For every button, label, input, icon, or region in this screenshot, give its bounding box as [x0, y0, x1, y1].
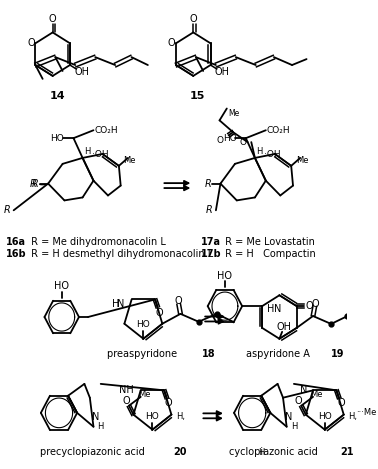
Text: precyclopiazonic acid: precyclopiazonic acid: [40, 447, 147, 457]
Text: Me: Me: [310, 390, 323, 400]
Text: H: H: [256, 146, 263, 156]
Text: preaspyridone: preaspyridone: [107, 348, 180, 359]
Text: CO₂H: CO₂H: [94, 126, 118, 135]
Text: 20: 20: [173, 447, 187, 457]
Text: N: N: [274, 304, 281, 314]
Text: R = Me Lovastatin: R = Me Lovastatin: [222, 237, 315, 247]
Text: O: O: [122, 396, 130, 406]
Text: 15: 15: [190, 91, 206, 101]
Text: HO: HO: [50, 134, 64, 143]
Text: 18: 18: [202, 348, 216, 359]
Text: OH: OH: [276, 322, 291, 332]
Text: H,: H,: [176, 412, 185, 421]
Text: R = H   Compactin: R = H Compactin: [222, 249, 316, 259]
Text: HO: HO: [54, 281, 69, 291]
Text: R: R: [29, 179, 36, 189]
Text: aspyridone A: aspyridone A: [246, 348, 313, 359]
Text: H: H: [258, 448, 265, 457]
Text: O: O: [240, 137, 246, 147]
Text: 17a: 17a: [200, 237, 220, 247]
Text: H,: H,: [348, 412, 357, 421]
Text: ·OH: ·OH: [264, 151, 280, 159]
Text: O: O: [189, 14, 197, 23]
Text: O: O: [216, 136, 223, 144]
Text: HO: HO: [136, 320, 150, 329]
Text: O: O: [295, 396, 302, 406]
Text: NH: NH: [119, 386, 133, 395]
Text: R: R: [204, 179, 211, 189]
Text: R: R: [32, 179, 39, 189]
Text: 17b: 17b: [200, 249, 221, 259]
Text: Me: Me: [229, 109, 240, 118]
Text: N: N: [117, 299, 124, 310]
Text: O: O: [167, 38, 175, 48]
Text: R: R: [4, 205, 11, 215]
Text: H: H: [291, 422, 297, 431]
Text: O: O: [311, 299, 319, 309]
Text: 19: 19: [331, 348, 345, 359]
Text: HO: HO: [146, 412, 159, 421]
Text: 16a: 16a: [6, 237, 26, 247]
Text: R = Me dihydromonacolin L: R = Me dihydromonacolin L: [28, 237, 166, 247]
Text: N: N: [300, 386, 308, 395]
Text: H: H: [266, 304, 274, 314]
Text: O: O: [27, 38, 35, 48]
Text: cyclopiazonic acid: cyclopiazonic acid: [229, 447, 321, 457]
Text: Me: Me: [138, 390, 150, 400]
Text: H: H: [112, 299, 119, 310]
Text: 16b: 16b: [6, 249, 27, 259]
Text: O: O: [175, 296, 183, 306]
Text: O: O: [49, 14, 56, 23]
Text: N: N: [285, 412, 292, 422]
Text: OH: OH: [215, 68, 230, 77]
Text: 14: 14: [50, 91, 65, 101]
Text: R: R: [206, 205, 213, 215]
Text: O: O: [165, 398, 172, 408]
Text: R = H desmethyl dihydromonacolin L: R = H desmethyl dihydromonacolin L: [28, 249, 214, 259]
Text: CO₂H: CO₂H: [267, 126, 290, 135]
Text: OH: OH: [74, 68, 89, 77]
Text: O: O: [305, 301, 313, 311]
Text: O: O: [337, 398, 345, 408]
Text: ·OH: ·OH: [91, 151, 108, 159]
Text: ···Me: ···Me: [356, 408, 377, 417]
Text: Me: Me: [296, 156, 308, 166]
Text: 21: 21: [340, 447, 354, 457]
Text: HO: HO: [318, 412, 332, 421]
Text: H: H: [84, 146, 90, 156]
Text: O: O: [156, 308, 163, 318]
Text: N: N: [91, 412, 99, 422]
Text: Me: Me: [124, 156, 136, 166]
Text: HO: HO: [217, 271, 232, 280]
Text: H: H: [98, 422, 104, 431]
Text: HO: HO: [223, 134, 236, 143]
